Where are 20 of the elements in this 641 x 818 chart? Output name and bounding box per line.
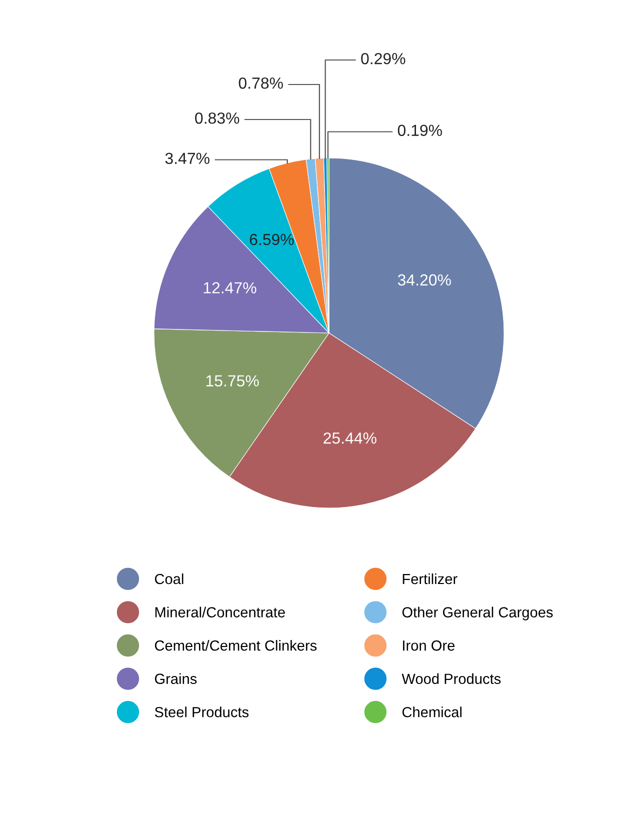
legend-label: Chemical: [402, 706, 462, 718]
legend-label: Fertilizer: [402, 573, 458, 584]
data-label: 0.78%: [238, 77, 283, 89]
data-label: 15.75%: [206, 375, 259, 386]
data-label: 25.44%: [324, 432, 376, 444]
data-label: 34.20%: [398, 274, 451, 286]
legend-label: Cement/Cement Clinkers: [154, 640, 317, 651]
legend-label: Grains: [154, 673, 197, 684]
legend-label: Iron Ore: [403, 640, 455, 651]
data-label: 6.59%: [250, 234, 294, 246]
legend-label: Steel Products: [154, 706, 249, 718]
data-label: 0.29%: [361, 52, 406, 64]
legend-label: Wood Products: [402, 673, 501, 684]
data-label: 3.47%: [165, 152, 210, 164]
legend-label: Other General Cargoes: [402, 606, 553, 620]
data-label: 12.47%: [204, 282, 256, 294]
data-label: 0.19%: [398, 124, 442, 136]
data-label: 0.83%: [195, 112, 240, 124]
legend-label: Coal: [154, 573, 184, 584]
legend-label: Mineral/Concentrate: [155, 606, 285, 618]
